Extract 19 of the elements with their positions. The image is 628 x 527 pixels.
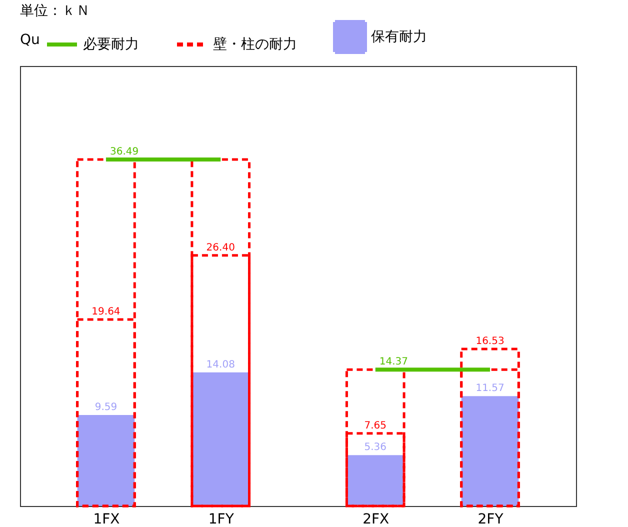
data-label: 5.36 <box>364 442 387 454</box>
data-label: 11.57 <box>476 383 504 394</box>
data-label: 14.37 <box>379 356 408 368</box>
data-label: 26.40 <box>206 242 235 254</box>
legend-label: 壁・柱の耐力 <box>213 36 297 52</box>
data-label: 9.59 <box>94 402 118 413</box>
chart-title: 単位：ｋＮ <box>20 3 90 19</box>
legend-title: Qu <box>20 32 40 48</box>
legend-label: 保有耐力 <box>371 29 427 45</box>
x-tick-label: 2FX <box>362 512 390 527</box>
data-label: 19.64 <box>92 306 120 318</box>
data-label: 36.49 <box>110 146 139 158</box>
legend-label: 必要耐力 <box>83 36 139 52</box>
x-tick-label: 1FY <box>208 512 234 527</box>
data-label: 16.53 <box>476 336 504 348</box>
x-tick-label: 1FX <box>93 512 120 527</box>
x-tick-label: 2FY <box>478 512 504 527</box>
data-label: 7.65 <box>364 420 387 432</box>
data-label: 14.08 <box>206 359 235 370</box>
